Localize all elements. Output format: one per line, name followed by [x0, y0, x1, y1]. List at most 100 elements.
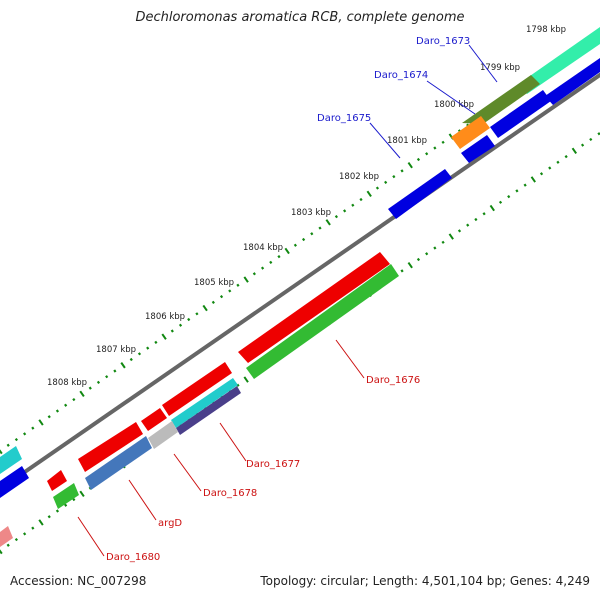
tick-mark — [284, 247, 290, 255]
tick-mark — [556, 160, 560, 164]
gene-cyan-feature[interactable] — [171, 378, 238, 428]
leader-daro-1676 — [335, 339, 365, 379]
gene-label-daro-1676[interactable]: Daro_1676 — [366, 375, 420, 386]
tick-mark — [6, 443, 10, 447]
tick-mark — [170, 329, 174, 333]
gene-label-daro-1675[interactable]: Daro_1675 — [317, 113, 371, 124]
tick-mark — [433, 146, 437, 150]
tick-mark — [14, 537, 18, 542]
tick-mark — [88, 386, 92, 390]
tick-mark — [105, 375, 109, 379]
tick-mark — [416, 257, 421, 262]
tick-mark — [318, 226, 322, 230]
gene-label-daro-1674[interactable]: Daro_1674 — [374, 70, 428, 81]
tick-mark — [366, 190, 372, 197]
kbp-label: 1802 kbp — [339, 172, 379, 182]
kbp-label: 1805 kbp — [194, 278, 234, 288]
gene-label-daro-1678[interactable]: Daro_1678 — [203, 488, 257, 499]
gene-label-daro-1673[interactable]: Daro_1673 — [416, 36, 470, 47]
tick-mark — [55, 509, 60, 513]
gene-label-argd[interactable]: argD — [158, 518, 182, 529]
gene-cyan-feature[interactable] — [0, 446, 22, 474]
tick-mark — [334, 215, 338, 219]
gene-red-feature[interactable] — [141, 408, 167, 431]
tick-mark — [96, 380, 101, 385]
reverse-strand-genes — [0, 252, 399, 547]
leader-argd — [128, 479, 157, 521]
tick-mark — [359, 197, 363, 202]
gene-blue-feature[interactable] — [0, 466, 29, 498]
tick-mark — [564, 154, 568, 159]
gene-label-daro-1677[interactable]: Daro_1677 — [246, 459, 300, 470]
gene-daro-1673-feature[interactable] — [517, 27, 600, 94]
tick-mark — [269, 260, 273, 264]
tick-mark — [228, 289, 232, 293]
leader-daro-1678 — [173, 453, 202, 492]
kbp-label: 1804 kbp — [243, 243, 283, 253]
tick-mark — [548, 166, 552, 170]
tick-mark — [31, 526, 35, 530]
tick-mark — [14, 437, 18, 442]
leader-daro-1680 — [77, 516, 105, 557]
tick-mark — [580, 143, 585, 147]
gene-blue-feature[interactable] — [545, 58, 600, 105]
gene-daro-1678-feature[interactable] — [176, 386, 241, 435]
tick-mark — [539, 172, 544, 176]
tick-mark — [154, 340, 158, 345]
tick-mark — [187, 317, 191, 322]
tick-mark — [277, 255, 281, 259]
tick-mark — [523, 183, 527, 187]
tick-mark — [79, 390, 85, 398]
gene-daro-1675-feature[interactable] — [388, 169, 452, 219]
genome-title: Dechloromonas aromatica RCB, complete ge… — [135, 10, 465, 25]
gene-daro-1680-feature[interactable] — [47, 470, 67, 491]
tick-mark — [310, 232, 314, 236]
kbp-label: 1800 kbp — [434, 100, 474, 110]
gene-argd-feature[interactable] — [78, 422, 143, 472]
kbp-label: 1806 kbp — [145, 312, 185, 322]
gene-blue-feature[interactable] — [461, 135, 495, 163]
tick-mark — [425, 152, 429, 156]
gene-orange-feature[interactable] — [451, 116, 490, 149]
tick-mark — [400, 269, 404, 273]
tick-mark — [72, 497, 76, 502]
leader-daro-1675 — [369, 122, 401, 159]
tick-mark — [507, 194, 511, 199]
tick-mark — [211, 300, 215, 304]
tick-mark — [489, 204, 495, 212]
kbp-label: 1808 kbp — [47, 378, 87, 388]
gene-label-daro-1680[interactable]: Daro_1680 — [106, 552, 160, 563]
gene-green-feature[interactable] — [246, 264, 399, 379]
gene-pink-feature[interactable] — [0, 526, 13, 547]
tick-mark — [195, 312, 199, 316]
tick-mark — [161, 333, 167, 340]
kbp-label: 1801 kbp — [387, 136, 427, 146]
tick-mark — [400, 169, 404, 173]
tick-mark — [441, 240, 445, 244]
gene-steel-feature[interactable] — [85, 436, 152, 490]
genome-backbone — [0, 72, 600, 492]
tick-mark — [474, 217, 478, 222]
gene-blue-feature[interactable] — [490, 90, 551, 138]
gene-daro-1677-feature[interactable] — [162, 362, 232, 416]
tick-mark — [597, 132, 600, 136]
tick-mark — [202, 304, 208, 312]
tick-mark — [571, 147, 578, 155]
tick-mark — [530, 176, 536, 183]
gene-daro-1674-feature[interactable] — [462, 75, 540, 124]
tick-mark — [64, 403, 68, 407]
leader-daro-1677 — [219, 422, 247, 462]
label-leaders — [77, 44, 498, 557]
tick-mark — [466, 223, 470, 227]
kbp-label: 1798 kbp — [526, 25, 566, 35]
gene-green-feature[interactable] — [53, 483, 79, 509]
tick-mark — [146, 346, 150, 350]
tick-mark — [457, 229, 462, 233]
tick-mark — [243, 276, 249, 283]
kbp-label: 1799 kbp — [480, 63, 520, 73]
tick-mark — [448, 233, 454, 240]
gene-gray-feature[interactable] — [148, 421, 178, 449]
gene-daro-1676-feature[interactable] — [238, 252, 390, 363]
leader-daro-1674 — [426, 80, 476, 115]
